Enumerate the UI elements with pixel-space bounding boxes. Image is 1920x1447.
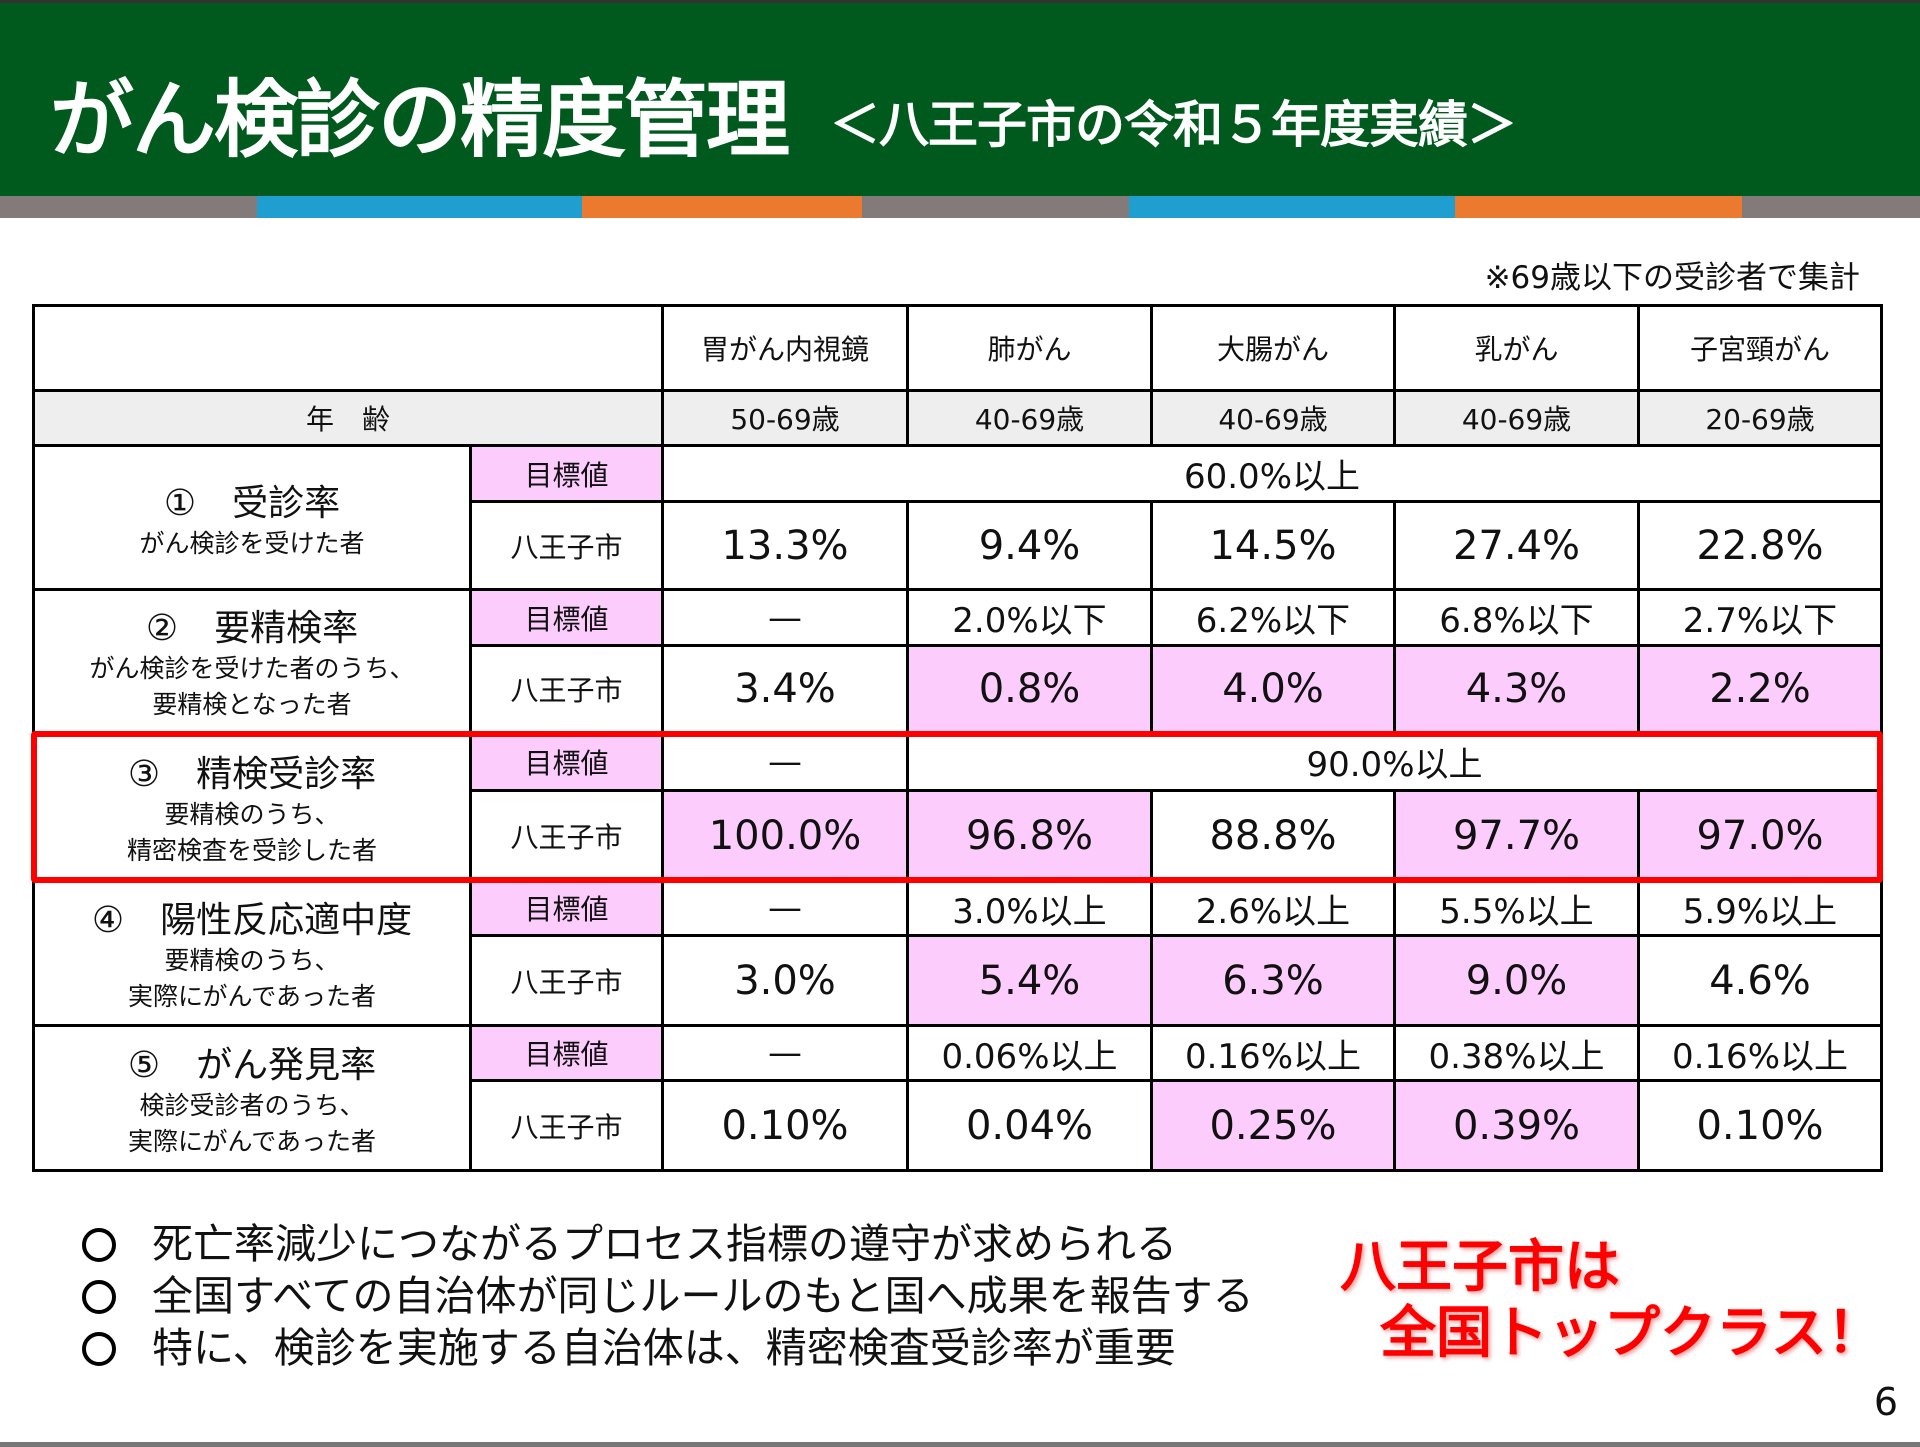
target-label: 目標値	[469, 731, 664, 792]
city-cell-achieved: 97.0%	[1637, 789, 1883, 882]
age-cell: 20-69歳	[1637, 389, 1883, 447]
target-cell: 2.7%以下	[1637, 588, 1883, 647]
city-cell-achieved: 4.3%	[1393, 644, 1640, 734]
city-cell-achieved: 0.39%	[1393, 1079, 1640, 1172]
target-cell: —	[661, 588, 909, 647]
city-cell: 14.5%	[1150, 500, 1396, 591]
target-cell: —	[661, 731, 909, 792]
target-cell: 5.9%以上	[1637, 879, 1883, 937]
city-cell-achieved: 97.7%	[1393, 789, 1640, 882]
metric-label: ① 受診率 がん検診を受けた者	[32, 444, 472, 591]
target-row: ⑤ がん発見率 検診受診者のうち、 実際にがんであった者 目標値 — 0.06%以上…	[32, 1024, 1883, 1172]
city-cell: 27.4%	[1393, 500, 1640, 591]
city-cell: 3.4%	[661, 644, 909, 734]
city-cell-achieved: 5.4%	[906, 934, 1153, 1027]
page-number: 6	[1873, 1380, 1898, 1424]
metric-label: ② 要精検率 がん検診を受けた者のうち、 要精検となった者	[32, 588, 472, 734]
bottom-border	[0, 1442, 1920, 1447]
target-cell: 0.38%以上	[1393, 1024, 1640, 1082]
target-label: 目標値	[469, 444, 664, 503]
city-row: 八王子市 3.4% 0.8% 4.0% 4.3% 2.2%	[34, 644, 1883, 734]
target-label: 目標値	[469, 879, 664, 937]
target-row: ③ 精検受診率 要精検のうち、 精密検査を受診した者 目標値 — 90.0%以上	[32, 731, 1883, 882]
target-row: ① 受診率 がん検診を受けた者 目標値 60.0%以上	[32, 444, 1883, 591]
target-cell: 60.0%以上	[661, 444, 1883, 503]
callout-text: 八王子市は 全国トップクラス！	[1340, 1235, 1883, 1366]
screening-quality-table: 胃がん内視鏡 肺がん 大腸がん 乳がん 子宮頸がん 年 齢 50-69歳 40-…	[32, 304, 1883, 1172]
city-cell-achieved: 6.3%	[1150, 934, 1396, 1027]
age-cell: 40-69歳	[1393, 389, 1640, 447]
city-cell: 88.8%	[1150, 789, 1396, 882]
target-cell: 90.0%以上	[906, 731, 1883, 792]
age-cell: 50-69歳	[661, 389, 909, 447]
color-stripe	[0, 196, 1920, 218]
target-cell: 2.6%以上	[1150, 879, 1396, 937]
city-cell: 4.6%	[1637, 934, 1883, 1027]
corner-cell	[32, 304, 664, 392]
city-cell-achieved: 100.0%	[661, 789, 909, 882]
city-label: 八王子市	[469, 789, 664, 882]
city-cell: 13.3%	[661, 500, 909, 591]
metric-label: ④ 陽性反応適中度 要精検のうち、 実際にがんであった者	[32, 879, 472, 1027]
column-header: 乳がん	[1393, 304, 1640, 392]
aggregation-note: ※69歳以下の受診者で集計	[1484, 260, 1860, 296]
bullet-item: 特に、検診を実施する自治体は、精密検査受診率が重要	[82, 1322, 1254, 1374]
circle-bullet-icon	[82, 1280, 116, 1314]
city-label: 八王子市	[469, 644, 664, 734]
age-cell: 40-69歳	[906, 389, 1153, 447]
column-header: 大腸がん	[1150, 304, 1396, 392]
target-cell: 6.2%以下	[1150, 588, 1396, 647]
city-label: 八王子市	[469, 1079, 664, 1172]
bullet-item: 死亡率減少につながるプロセス指標の遵守が求められる	[82, 1218, 1254, 1270]
city-cell: 3.0%	[661, 934, 909, 1027]
target-cell: 6.8%以下	[1393, 588, 1640, 647]
city-label: 八王子市	[469, 934, 664, 1027]
city-cell: 0.10%	[661, 1079, 909, 1172]
age-label: 年 齢	[32, 389, 664, 447]
city-cell-achieved: 0.25%	[1150, 1079, 1396, 1172]
target-cell: 0.06%以上	[906, 1024, 1153, 1082]
city-cell-achieved: 96.8%	[906, 789, 1153, 882]
age-cell: 40-69歳	[1150, 389, 1396, 447]
city-row: 八王子市 100.0% 96.8% 88.8% 97.7% 97.0%	[34, 789, 1883, 882]
title-banner: がん検診の精度管理 ＜八王子市の令和５年度実績＞	[0, 0, 1920, 196]
column-header: 肺がん	[906, 304, 1153, 392]
city-cell: 0.10%	[1637, 1079, 1883, 1172]
metric-label: ③ 精検受診率 要精検のうち、 精密検査を受診した者	[32, 731, 472, 882]
target-label: 目標値	[469, 588, 664, 647]
circle-bullet-icon	[82, 1228, 116, 1262]
city-cell: 0.04%	[906, 1079, 1153, 1172]
header-row: 胃がん内視鏡 肺がん 大腸がん 乳がん 子宮頸がん	[32, 304, 1883, 392]
bullet-list: 死亡率減少につながるプロセス指標の遵守が求められる 全国すべての自治体が同じルー…	[82, 1218, 1254, 1374]
target-cell: —	[661, 1024, 909, 1082]
target-cell: 2.0%以下	[906, 588, 1153, 647]
city-cell-achieved: 2.2%	[1637, 644, 1883, 734]
slide-subtitle: ＜八王子市の令和５年度実績＞	[830, 96, 1517, 154]
city-row: 八王子市 0.10% 0.04% 0.25% 0.39% 0.10%	[34, 1079, 1883, 1172]
city-cell: 22.8%	[1637, 500, 1883, 591]
city-cell-achieved: 9.0%	[1393, 934, 1640, 1027]
target-row: ② 要精検率 がん検診を受けた者のうち、 要精検となった者 目標値 — 2.0%以下…	[32, 588, 1883, 734]
target-cell: 3.0%以上	[906, 879, 1153, 937]
column-header: 胃がん内視鏡	[661, 304, 909, 392]
city-cell-achieved: 4.0%	[1150, 644, 1396, 734]
circle-bullet-icon	[82, 1332, 116, 1366]
city-cell-achieved: 0.8%	[906, 644, 1153, 734]
bullet-item: 全国すべての自治体が同じルールのもと国へ成果を報告する	[82, 1270, 1254, 1322]
column-header: 子宮頸がん	[1637, 304, 1883, 392]
city-label: 八王子市	[469, 500, 664, 591]
target-cell: —	[661, 879, 909, 937]
target-cell: 5.5%以上	[1393, 879, 1640, 937]
city-row: 八王子市 3.0% 5.4% 6.3% 9.0% 4.6%	[34, 934, 1883, 1027]
target-cell: 0.16%以上	[1637, 1024, 1883, 1082]
city-row: 八王子市 13.3% 9.4% 14.5% 27.4% 22.8%	[34, 500, 1883, 591]
target-row: ④ 陽性反応適中度 要精検のうち、 実際にがんであった者 目標値 — 3.0%以上 …	[32, 879, 1883, 1027]
city-cell: 9.4%	[906, 500, 1153, 591]
target-cell: 0.16%以上	[1150, 1024, 1396, 1082]
age-row: 年 齢 50-69歳 40-69歳 40-69歳 40-69歳 20-69歳	[32, 389, 1883, 447]
slide-title: がん検診の精度管理	[50, 71, 790, 169]
target-label: 目標値	[469, 1024, 664, 1082]
metric-label: ⑤ がん発見率 検診受診者のうち、 実際にがんであった者	[32, 1024, 472, 1172]
